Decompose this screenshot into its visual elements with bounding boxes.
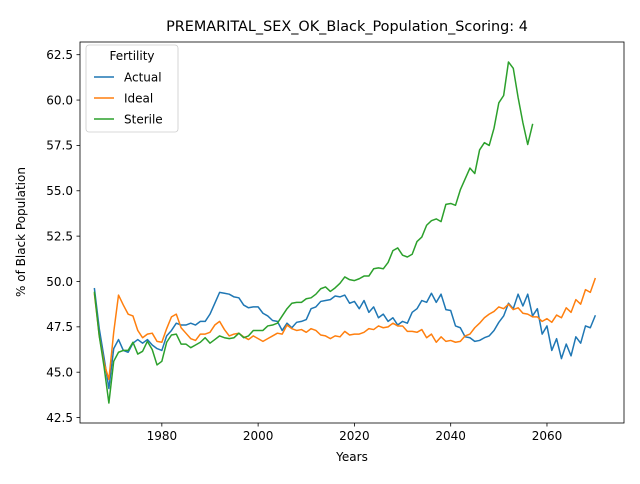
y-tick-label: 60.0 xyxy=(46,93,73,107)
x-tick-label: 2020 xyxy=(339,429,370,443)
x-tick-label: 2000 xyxy=(243,429,274,443)
legend: Fertility Actual Ideal Sterile xyxy=(85,44,179,133)
x-axis: 1980 2000 2020 2040 2060 xyxy=(147,423,563,443)
series-line-ideal xyxy=(93,277,597,381)
y-axis: 42.5 45.0 47.5 50.0 52.5 55.0 57.5 60.0 62.5 xyxy=(46,48,80,425)
plot-frame xyxy=(79,41,625,424)
x-tick-label: 2060 xyxy=(532,429,563,443)
y-axis-label: % of Black Population xyxy=(14,167,28,297)
legend-title: Fertility xyxy=(109,49,154,63)
series-line-sterile xyxy=(93,61,534,404)
y-tick-label: 42.5 xyxy=(46,411,73,425)
legend-items: Actual Ideal Sterile xyxy=(94,70,163,126)
y-tick-label: 57.5 xyxy=(46,139,73,153)
y-tick-label: 47.5 xyxy=(46,320,73,334)
y-tick-label: 62.5 xyxy=(46,48,73,62)
legend-box xyxy=(85,44,179,133)
x-tick-label: 2040 xyxy=(435,429,466,443)
chart-title: PREMARITAL_SEX_OK_Black_Population_Scori… xyxy=(166,19,528,35)
series-layer xyxy=(93,61,597,404)
y-tick-label: 55.0 xyxy=(46,184,73,198)
y-tick-label: 50.0 xyxy=(46,275,73,289)
y-tick-label: 45.0 xyxy=(46,366,73,380)
legend-label-ideal: Ideal xyxy=(124,91,153,105)
y-tick-label: 52.5 xyxy=(46,229,73,243)
x-axis-label: Years xyxy=(335,450,368,464)
legend-label-actual: Actual xyxy=(124,70,162,84)
x-tick-label: 1980 xyxy=(147,429,178,443)
legend-label-sterile: Sterile xyxy=(124,112,163,126)
